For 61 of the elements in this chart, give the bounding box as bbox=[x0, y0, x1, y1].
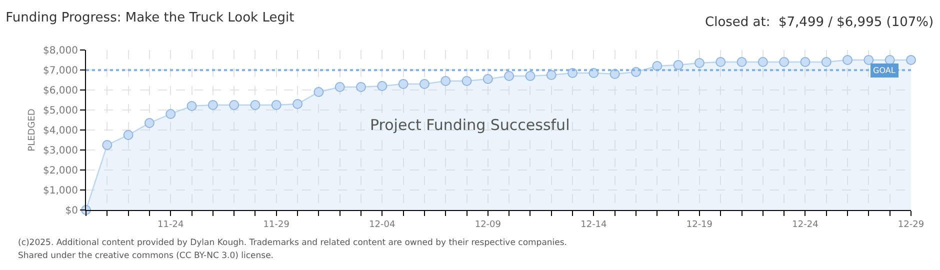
y-tick-label: $5,000 bbox=[43, 106, 78, 116]
point bbox=[694, 58, 704, 68]
point bbox=[186, 101, 197, 111]
point bbox=[482, 74, 493, 84]
point bbox=[652, 61, 662, 71]
point bbox=[166, 109, 176, 119]
point bbox=[314, 87, 324, 97]
x-tick-label: 11-29 bbox=[263, 220, 290, 230]
chart-subtitle: Closed at: $7,499 / $6,995 (107%) bbox=[705, 15, 934, 30]
point bbox=[546, 70, 556, 80]
point bbox=[610, 69, 620, 79]
point bbox=[292, 99, 303, 109]
point bbox=[229, 100, 240, 110]
y-tick-label: $8,000 bbox=[43, 46, 78, 56]
point bbox=[525, 71, 536, 81]
point bbox=[440, 76, 451, 86]
y-axis-title: PLEDGED bbox=[27, 108, 38, 152]
point bbox=[504, 71, 514, 81]
y-tick-label: $1,000 bbox=[43, 186, 78, 196]
point bbox=[102, 140, 112, 150]
point bbox=[716, 57, 726, 67]
point bbox=[864, 55, 874, 65]
annotation: Project Funding Successful bbox=[370, 116, 570, 134]
point bbox=[271, 100, 282, 110]
point bbox=[821, 57, 832, 67]
point bbox=[736, 57, 747, 67]
point bbox=[673, 60, 684, 70]
point bbox=[208, 100, 218, 110]
x-tick-label: 12-29 bbox=[898, 220, 924, 230]
y-tick-label: $6,000 bbox=[43, 86, 78, 96]
x-tick-label: 12-14 bbox=[580, 220, 608, 230]
point bbox=[144, 118, 154, 128]
y-tick-label: $7,000 bbox=[43, 66, 78, 76]
point bbox=[250, 100, 260, 110]
point bbox=[800, 57, 810, 67]
point bbox=[356, 82, 366, 92]
x-tick-label: 12-04 bbox=[369, 220, 396, 230]
point bbox=[334, 82, 345, 92]
point bbox=[398, 79, 408, 89]
point bbox=[842, 55, 853, 65]
point bbox=[906, 55, 916, 66]
chart-title: Funding Progress: Make the Truck Look Legit bbox=[6, 10, 294, 26]
y-tick-label: $4,000 bbox=[43, 126, 78, 136]
point bbox=[123, 130, 134, 140]
y-tick-label: $3,000 bbox=[43, 146, 78, 156]
point bbox=[419, 79, 430, 89]
point bbox=[779, 57, 790, 67]
x-tick-label: 11-24 bbox=[158, 220, 184, 230]
y-tick-label: $0 bbox=[65, 206, 78, 216]
point bbox=[462, 76, 472, 86]
text: Shared under the creative commons (CC BY-NC 3.0) license. bbox=[18, 251, 274, 261]
x-tick-label: 12-09 bbox=[474, 220, 502, 230]
point bbox=[377, 81, 388, 91]
text: (c)2025. Additional content provided by Dylan Kough. Trademarks and related content are owned by their respective companies. bbox=[18, 238, 568, 248]
point bbox=[568, 68, 578, 78]
point bbox=[884, 55, 895, 65]
y-tick-label: $2,000 bbox=[43, 166, 78, 176]
point bbox=[758, 57, 768, 67]
x-tick-label: 12-24 bbox=[792, 220, 819, 230]
ref-line-label: GOAL bbox=[873, 66, 896, 75]
x-tick-label: 12-19 bbox=[686, 220, 713, 230]
